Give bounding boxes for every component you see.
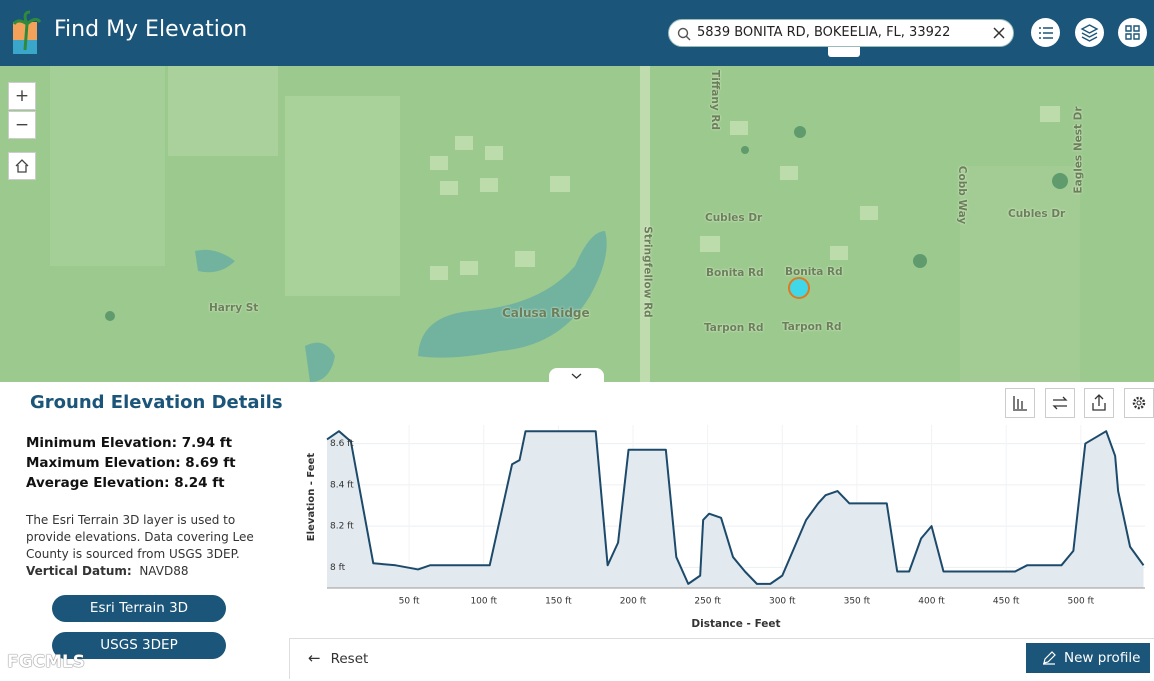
street-label: Stringfellow Rd xyxy=(641,226,654,318)
elevation-chart: Elevation - Feet Distance - Feet 50 ft 10… xyxy=(306,425,1145,630)
x-tick-label: 400 ft xyxy=(918,597,945,607)
new-profile-button[interactable]: New profile xyxy=(1026,643,1150,673)
app-title: Find My Elevation xyxy=(54,17,248,42)
x-tick-label: 250 ft xyxy=(694,597,721,607)
y-tick-label: 8.6 ft xyxy=(330,439,354,449)
search-box[interactable]: 5839 BONITA RD, BOKEELIA, FL, 33922 xyxy=(668,19,1014,47)
datum-value: NAVD88 xyxy=(139,564,189,578)
new-profile-label: New profile xyxy=(1064,650,1141,666)
street-label: Cubles Dr xyxy=(1008,208,1066,220)
y-tick-label: 8.4 ft xyxy=(330,480,354,490)
export-tool[interactable] xyxy=(1084,388,1114,418)
layers-button[interactable] xyxy=(1075,18,1104,47)
watermark: FGCMLS xyxy=(7,652,86,672)
y-tick-label: 8 ft xyxy=(330,563,346,573)
datum-label: Vertical Datum: xyxy=(26,564,132,578)
area xyxy=(327,431,1144,588)
logo xyxy=(12,10,42,54)
stat: Maximum Elevation: 8.69 ft xyxy=(26,455,236,471)
x-tick-label: 200 ft xyxy=(620,597,647,607)
footer-bar xyxy=(289,638,1154,679)
x-tick-label: 350 ft xyxy=(844,597,871,607)
map[interactable]: Tiffany Rd Cubles Dr Bonita Rd Bonita Rd… xyxy=(0,66,1154,382)
x-tick-label: 150 ft xyxy=(545,597,572,607)
street-label: Tarpon Rd xyxy=(782,321,842,333)
panel-title: Ground Elevation Details xyxy=(30,392,283,413)
y-tick-label: 8.2 ft xyxy=(330,522,354,532)
street-label: Bonita Rd xyxy=(785,266,843,278)
search-expand[interactable] xyxy=(828,47,860,57)
y-axis-label: Elevation - Feet xyxy=(306,453,317,542)
zoom-out[interactable]: − xyxy=(8,111,36,139)
x-tick-label: 450 ft xyxy=(993,597,1020,607)
stat: Average Elevation: 8.24 ft xyxy=(26,475,225,491)
street-label: Tarpon Rd xyxy=(704,322,764,334)
description: The Esri Terrain 3D layer is used to pro… xyxy=(26,513,254,561)
zoom-in[interactable]: + xyxy=(8,82,36,110)
street-label: Cobb Way xyxy=(956,165,969,225)
x-tick-label: 50 ft xyxy=(399,597,420,607)
reset-label: Reset xyxy=(330,651,369,667)
layer-button[interactable]: USGS 3DEP xyxy=(52,632,226,659)
search-text: 5839 BONITA RD, BOKEELIA, FL, 33922 xyxy=(697,25,951,40)
chart-tool[interactable] xyxy=(1005,388,1035,418)
line xyxy=(326,430,1145,585)
street-label: Harry St xyxy=(209,302,259,314)
layer-button[interactable]: Esri Terrain 3D xyxy=(52,595,226,622)
grid-button[interactable] xyxy=(1118,18,1147,47)
stat: Minimum Elevation: 7.94 ft xyxy=(26,435,233,451)
datum: Vertical Datum: NAVD88 xyxy=(26,564,188,578)
list-button[interactable] xyxy=(1031,18,1060,47)
map-imagery xyxy=(50,66,1080,382)
place-label: Calusa Ridge xyxy=(502,306,590,320)
header: Find My Elevation 5839 BONITA RD, BOKEEL… xyxy=(0,0,1154,66)
street-label: Tiffany Rd xyxy=(708,70,721,130)
clear-icon[interactable] xyxy=(993,27,1005,39)
swap-tool[interactable] xyxy=(1045,388,1075,418)
collapse-button[interactable] xyxy=(549,368,604,382)
x-axis-label: Distance - Feet xyxy=(691,618,780,630)
x-tick-label: 300 ft xyxy=(769,597,796,607)
street-label: Bonita Rd xyxy=(706,267,764,279)
street-label: Cubles Dr xyxy=(705,212,763,224)
search-icon xyxy=(677,27,691,41)
x-tick-label: 500 ft xyxy=(1068,597,1095,607)
reset-button[interactable]: ← Reset xyxy=(308,649,369,667)
x-tick-label: 100 ft xyxy=(470,597,497,607)
street-label: Eagles Nest Dr xyxy=(1072,106,1085,194)
home-button[interactable] xyxy=(8,152,36,180)
